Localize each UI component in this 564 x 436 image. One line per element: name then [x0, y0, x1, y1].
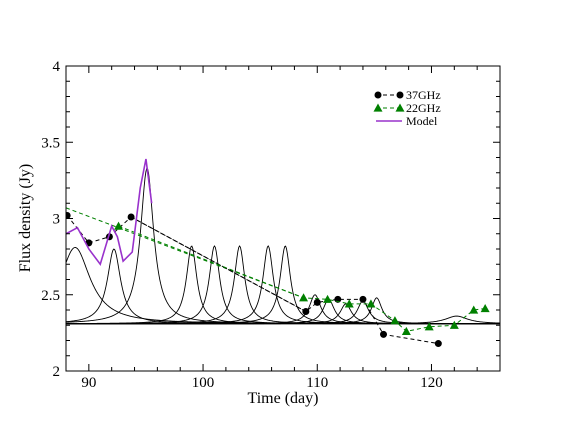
trend-line — [66, 207, 304, 299]
data-point — [359, 295, 367, 303]
legend-label: 37GHz — [406, 88, 441, 102]
x-tick-label: 90 — [81, 375, 96, 391]
data-point — [302, 308, 310, 316]
data-point — [380, 330, 388, 338]
y-tick-label: 2.5 — [41, 288, 60, 304]
data-point — [396, 91, 404, 99]
data-point — [366, 299, 376, 308]
data-point — [480, 303, 490, 313]
legend-box — [372, 84, 454, 130]
axis-ticks: 90 100 110 120 2 2.5 3 3.5 4 — [41, 59, 501, 391]
y-tick-label: 2 — [53, 364, 61, 380]
x-tick-label: 120 — [420, 375, 443, 391]
x-tick-label: 100 — [192, 375, 215, 391]
data-point — [469, 305, 479, 314]
component-curve — [66, 303, 500, 325]
component-curve — [66, 167, 500, 325]
data-point — [424, 322, 434, 331]
data-point — [434, 340, 442, 348]
data-point — [449, 320, 459, 329]
data-point — [395, 103, 405, 112]
data-point — [373, 103, 383, 112]
series-layer — [66, 158, 490, 348]
component-curve — [66, 294, 500, 325]
y-tick-label: 3 — [53, 212, 61, 228]
legend-label: 22GHz — [406, 101, 441, 115]
data-point — [374, 91, 382, 99]
data-point — [114, 221, 124, 230]
data-point — [344, 299, 354, 308]
y-axis-label: Flux density (Jy) — [17, 164, 34, 272]
y-tick-label: 3.5 — [41, 135, 60, 151]
data-point — [390, 316, 400, 325]
y-tick-label: 4 — [53, 59, 61, 75]
data-point — [323, 294, 333, 303]
legend-label: Model — [406, 114, 438, 128]
x-tick-label: 110 — [306, 375, 328, 391]
data-point — [299, 293, 309, 302]
data-point — [313, 298, 321, 306]
data-point — [127, 213, 135, 221]
x-axis-label: Time (day) — [248, 390, 319, 407]
series-line-model — [66, 158, 153, 266]
component-curve — [66, 315, 500, 325]
series-line-37ghz — [66, 215, 439, 345]
component-curves — [66, 167, 500, 325]
data-point — [66, 211, 71, 219]
data-point — [401, 326, 411, 335]
